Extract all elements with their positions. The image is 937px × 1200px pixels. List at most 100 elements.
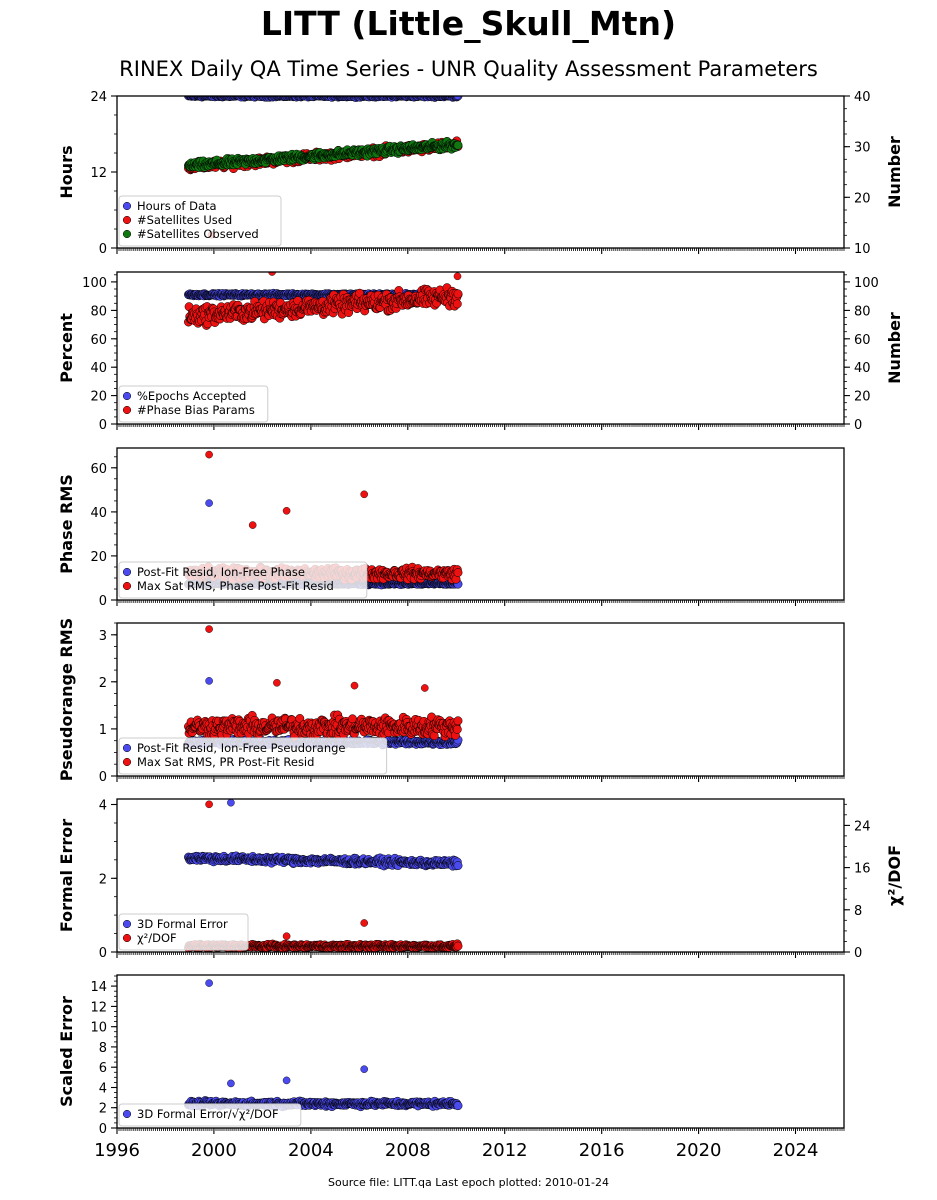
panel-2: 020406080100Percent020406080100Number%Ep… (57, 271, 904, 433)
y-tick-label: 4 (99, 799, 107, 814)
series-3 (184, 136, 463, 172)
legend-box (118, 195, 282, 247)
y-tick-label: 2 (99, 676, 107, 691)
series-2 (184, 625, 463, 742)
x-axis (116, 776, 845, 782)
legend: Hours of Data#Satellites Used#Satellites… (118, 195, 282, 247)
data-point (453, 272, 462, 281)
y-axis-label: Pseudorange RMS (57, 618, 76, 781)
y-tick-label: 40 (90, 361, 107, 376)
panel-6: 1996 2000 2004 2008 2012 2016 2020 202402468101… (57, 974, 845, 1161)
y2-tick-label: 30 (854, 141, 871, 156)
legend-entry: #Satellites Used (137, 213, 232, 227)
y2-tick-label: 16 (854, 862, 871, 877)
data-point (453, 289, 463, 299)
data-point (205, 625, 213, 633)
y-tick-label: 0 (99, 770, 107, 785)
data-point (452, 299, 462, 309)
y-tick-label: 80 (90, 304, 107, 319)
y-tick-label: 12 (90, 166, 107, 181)
data-point (205, 450, 213, 459)
y-axis-label: Formal Error (57, 819, 76, 932)
data-point (227, 799, 235, 807)
series-1 (184, 979, 463, 1112)
data-point (248, 521, 257, 529)
legend: %Epochs Accepted#Phase Bias Params (118, 385, 269, 423)
y-axis-left: 0 20 40 60 80 100 Percent (57, 274, 117, 433)
legend-entry: Max Sat RMS, PR Post-Fit Resid (137, 755, 314, 769)
x-axis (116, 952, 845, 958)
y-tick-label: 0 (99, 418, 107, 433)
data-point (453, 140, 463, 150)
y2-tick-label: 20 (854, 191, 871, 206)
legend-entry: %Epochs Accepted (137, 389, 246, 403)
data-point (453, 568, 463, 578)
y2-axis-label: Number (885, 136, 904, 208)
data-point (360, 919, 369, 927)
y-tick-label: 0 (99, 242, 107, 257)
y-tick-label: 1 (99, 723, 107, 738)
y-axis-left: 0 2 4 Formal Error (57, 799, 117, 961)
data-point (348, 714, 357, 724)
data-point (282, 932, 291, 941)
series-1 (184, 96, 463, 102)
x-axis (116, 248, 845, 254)
legend-entry: Hours of Data (137, 199, 217, 213)
y-tick-label: 0 (99, 946, 107, 961)
data-point (453, 941, 463, 951)
legend-entry: #Phase Bias Params (137, 403, 255, 417)
y-tick-label: 24 (90, 90, 107, 105)
y-tick-label: 20 (90, 550, 107, 565)
data-point (452, 724, 462, 734)
y-tick-label: 60 (90, 333, 107, 348)
y-tick-label: 100 (82, 276, 107, 291)
y-tick-label: 2 (99, 872, 107, 887)
y2-tick-label: 8 (854, 904, 862, 919)
y-axis-label: Phase RMS (57, 474, 76, 574)
y-axis-label: Hours (57, 145, 76, 198)
data-point (205, 800, 213, 809)
data-point (282, 506, 291, 515)
legend-entry: #Satellites Observed (137, 227, 259, 241)
legend-marker (122, 919, 132, 929)
legend-marker (122, 215, 132, 225)
legend-marker (122, 405, 132, 415)
legend: Post-Fit Resid, Ion-Free PseudorangeMax … (118, 737, 388, 775)
y-tick-label: 0 (99, 594, 107, 609)
y2-tick-label: 40 (854, 361, 871, 376)
y-tick-label: 40 (90, 506, 107, 521)
y-tick-label: 20 (90, 390, 107, 405)
y-axis-left: 0 12 24 Hours (57, 90, 117, 257)
y2-tick-label: 24 (854, 819, 871, 834)
y2-axis-label: Number (885, 312, 904, 384)
data-point (273, 679, 281, 687)
legend-marker (122, 567, 132, 577)
y2-tick-label: 0 (854, 418, 862, 433)
y2-tick-label: 20 (854, 390, 871, 405)
data-point (420, 684, 429, 692)
data-point (205, 499, 213, 507)
y2-tick-label: 80 (854, 304, 871, 319)
y2-tick-label: 60 (854, 333, 871, 348)
x-axis (116, 424, 845, 430)
legend-entry: Post-Fit Resid, Ion-Free Phase (137, 565, 305, 579)
legend-entry: 3D Formal Error (137, 917, 228, 931)
chart-title: LITT (Little_Skull_Mtn) (260, 4, 677, 43)
y-axis-label: Percent (57, 313, 76, 383)
y2-tick-label: 40 (854, 90, 871, 105)
series-1 (184, 799, 463, 871)
data-point (205, 677, 213, 685)
legend-entry: Post-Fit Resid, Ion-Free Pseudorange (137, 741, 345, 755)
legend-entry: Max Sat RMS, Phase Post-Fit Resid (137, 579, 334, 593)
